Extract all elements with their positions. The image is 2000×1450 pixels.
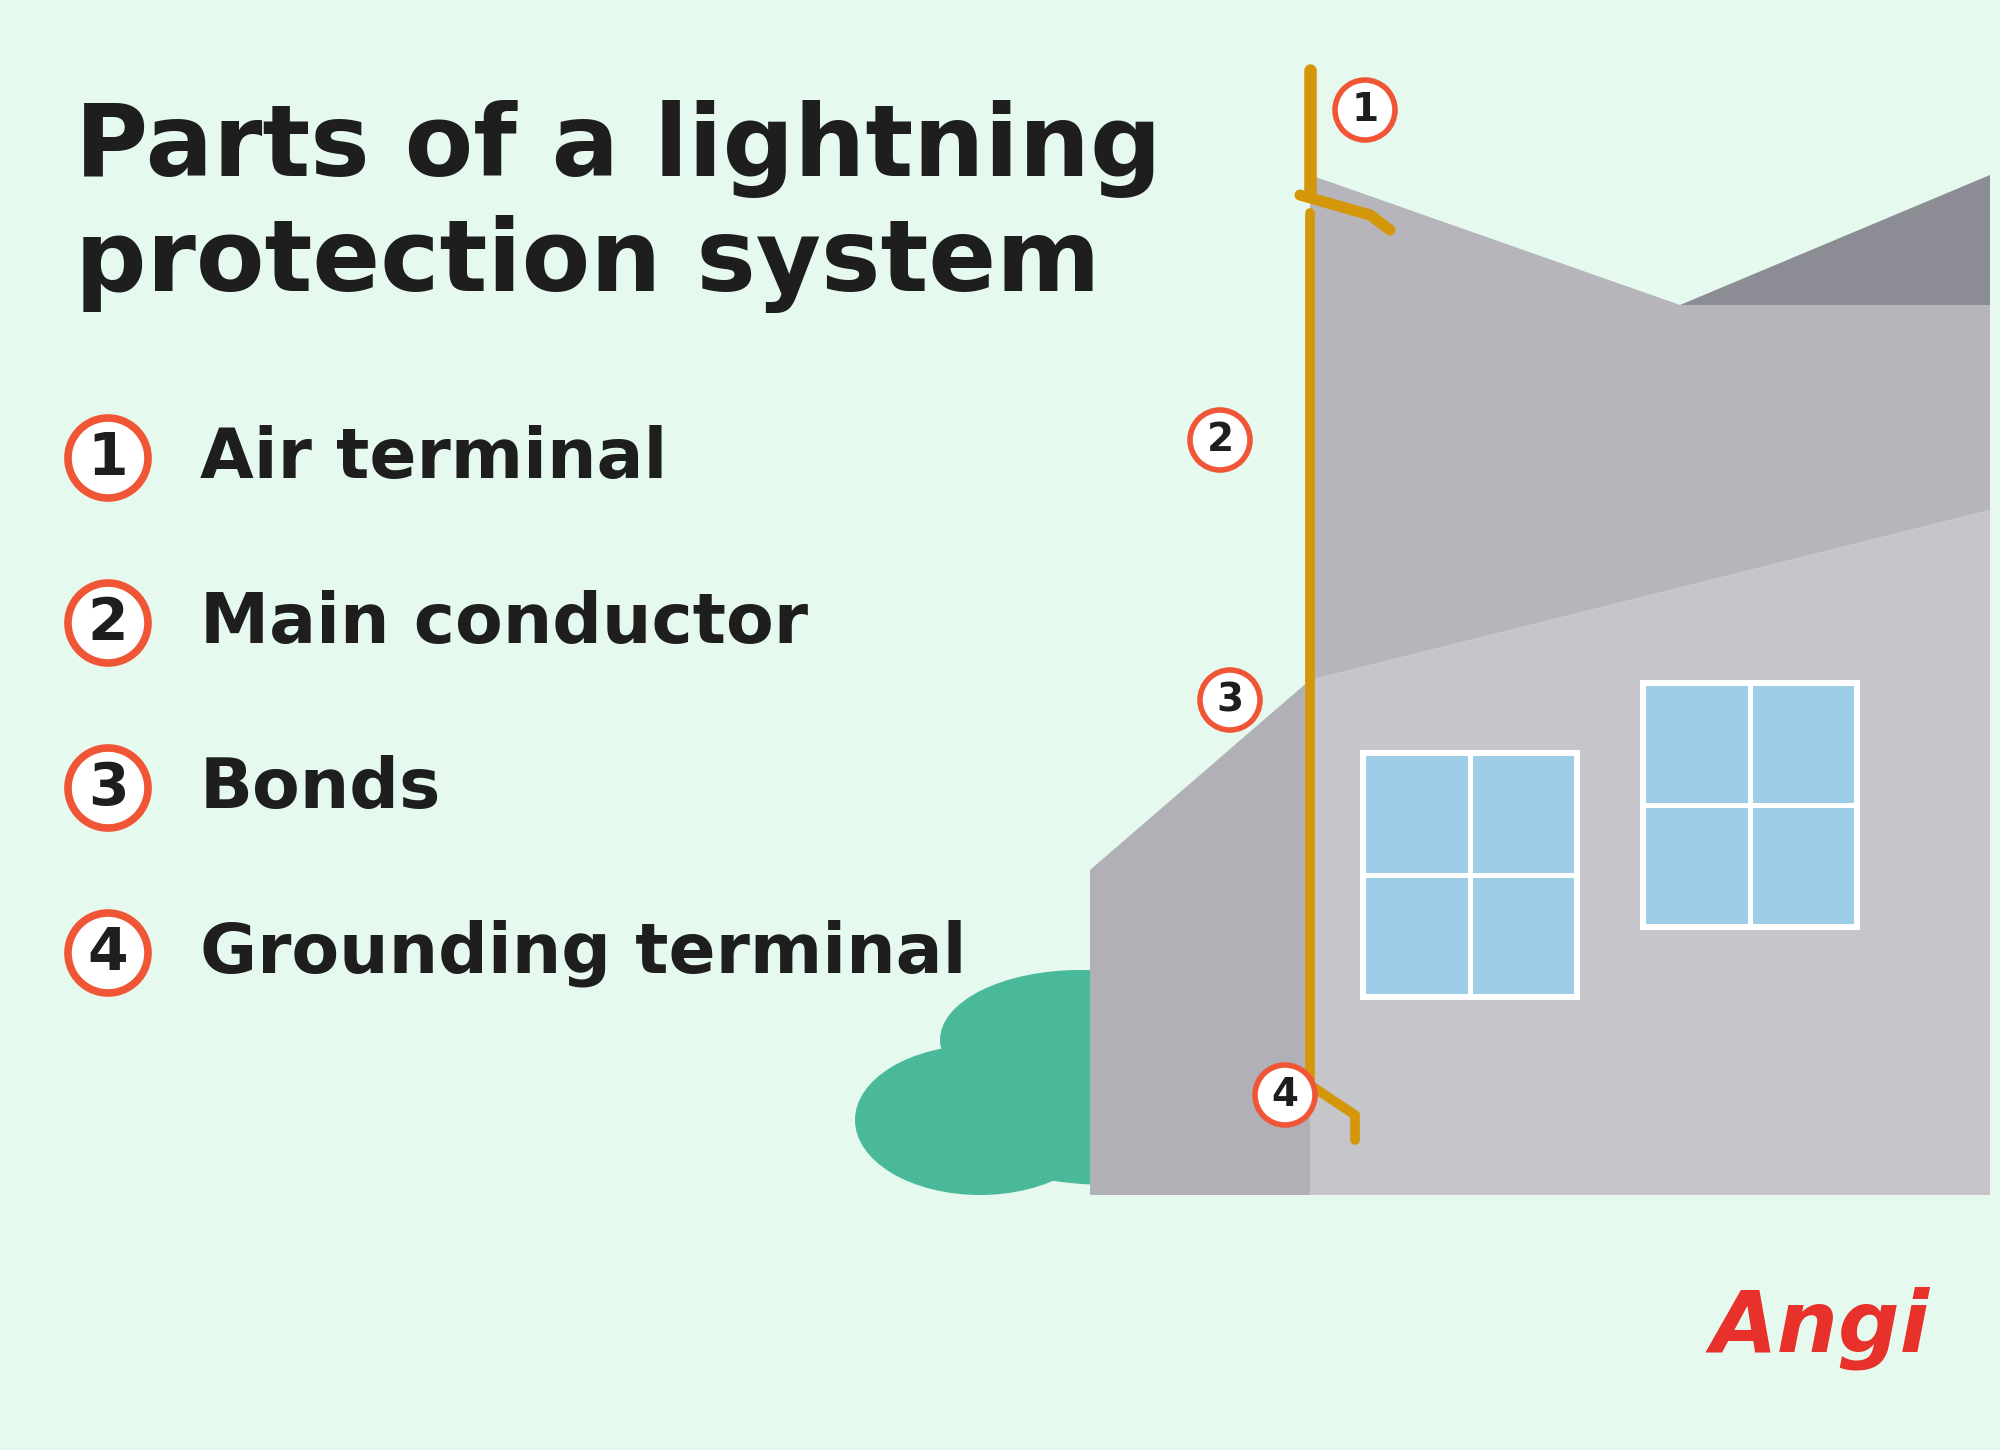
Text: Parts of a lightning: Parts of a lightning <box>76 100 1162 199</box>
Text: Angi: Angi <box>1710 1286 1930 1370</box>
Ellipse shape <box>1130 1040 1350 1180</box>
Circle shape <box>68 914 148 993</box>
Polygon shape <box>1310 510 1990 1195</box>
Polygon shape <box>1360 750 1580 1000</box>
Polygon shape <box>1472 877 1574 995</box>
Polygon shape <box>1646 808 1748 924</box>
Text: protection system: protection system <box>76 215 1100 313</box>
Circle shape <box>1190 410 1250 470</box>
Circle shape <box>1256 1064 1316 1125</box>
Ellipse shape <box>940 970 1220 1111</box>
Ellipse shape <box>856 1045 1104 1195</box>
Text: Grounding terminal: Grounding terminal <box>200 919 966 987</box>
Polygon shape <box>1646 686 1748 802</box>
Polygon shape <box>1472 755 1574 873</box>
Polygon shape <box>1366 755 1468 873</box>
Polygon shape <box>1752 686 1854 802</box>
Polygon shape <box>1752 808 1854 924</box>
Circle shape <box>68 418 148 497</box>
Circle shape <box>1336 80 1396 141</box>
Text: 2: 2 <box>88 594 128 651</box>
Circle shape <box>68 748 148 828</box>
Circle shape <box>68 583 148 663</box>
Text: Main conductor: Main conductor <box>200 590 808 657</box>
Polygon shape <box>1640 680 1860 929</box>
Polygon shape <box>1680 175 1990 304</box>
Text: Air terminal: Air terminal <box>200 425 668 492</box>
Text: 2: 2 <box>1206 420 1234 460</box>
Text: 4: 4 <box>88 925 128 982</box>
Text: 3: 3 <box>1216 682 1244 719</box>
Text: Bonds: Bonds <box>200 754 442 822</box>
Polygon shape <box>1090 680 1310 1195</box>
Circle shape <box>1200 670 1260 729</box>
Ellipse shape <box>920 1005 1300 1185</box>
Text: 4: 4 <box>1272 1076 1298 1114</box>
Text: 3: 3 <box>88 760 128 816</box>
Text: 1: 1 <box>88 429 128 487</box>
Polygon shape <box>1310 175 1990 680</box>
Polygon shape <box>1366 877 1468 995</box>
Text: 1: 1 <box>1352 91 1378 129</box>
